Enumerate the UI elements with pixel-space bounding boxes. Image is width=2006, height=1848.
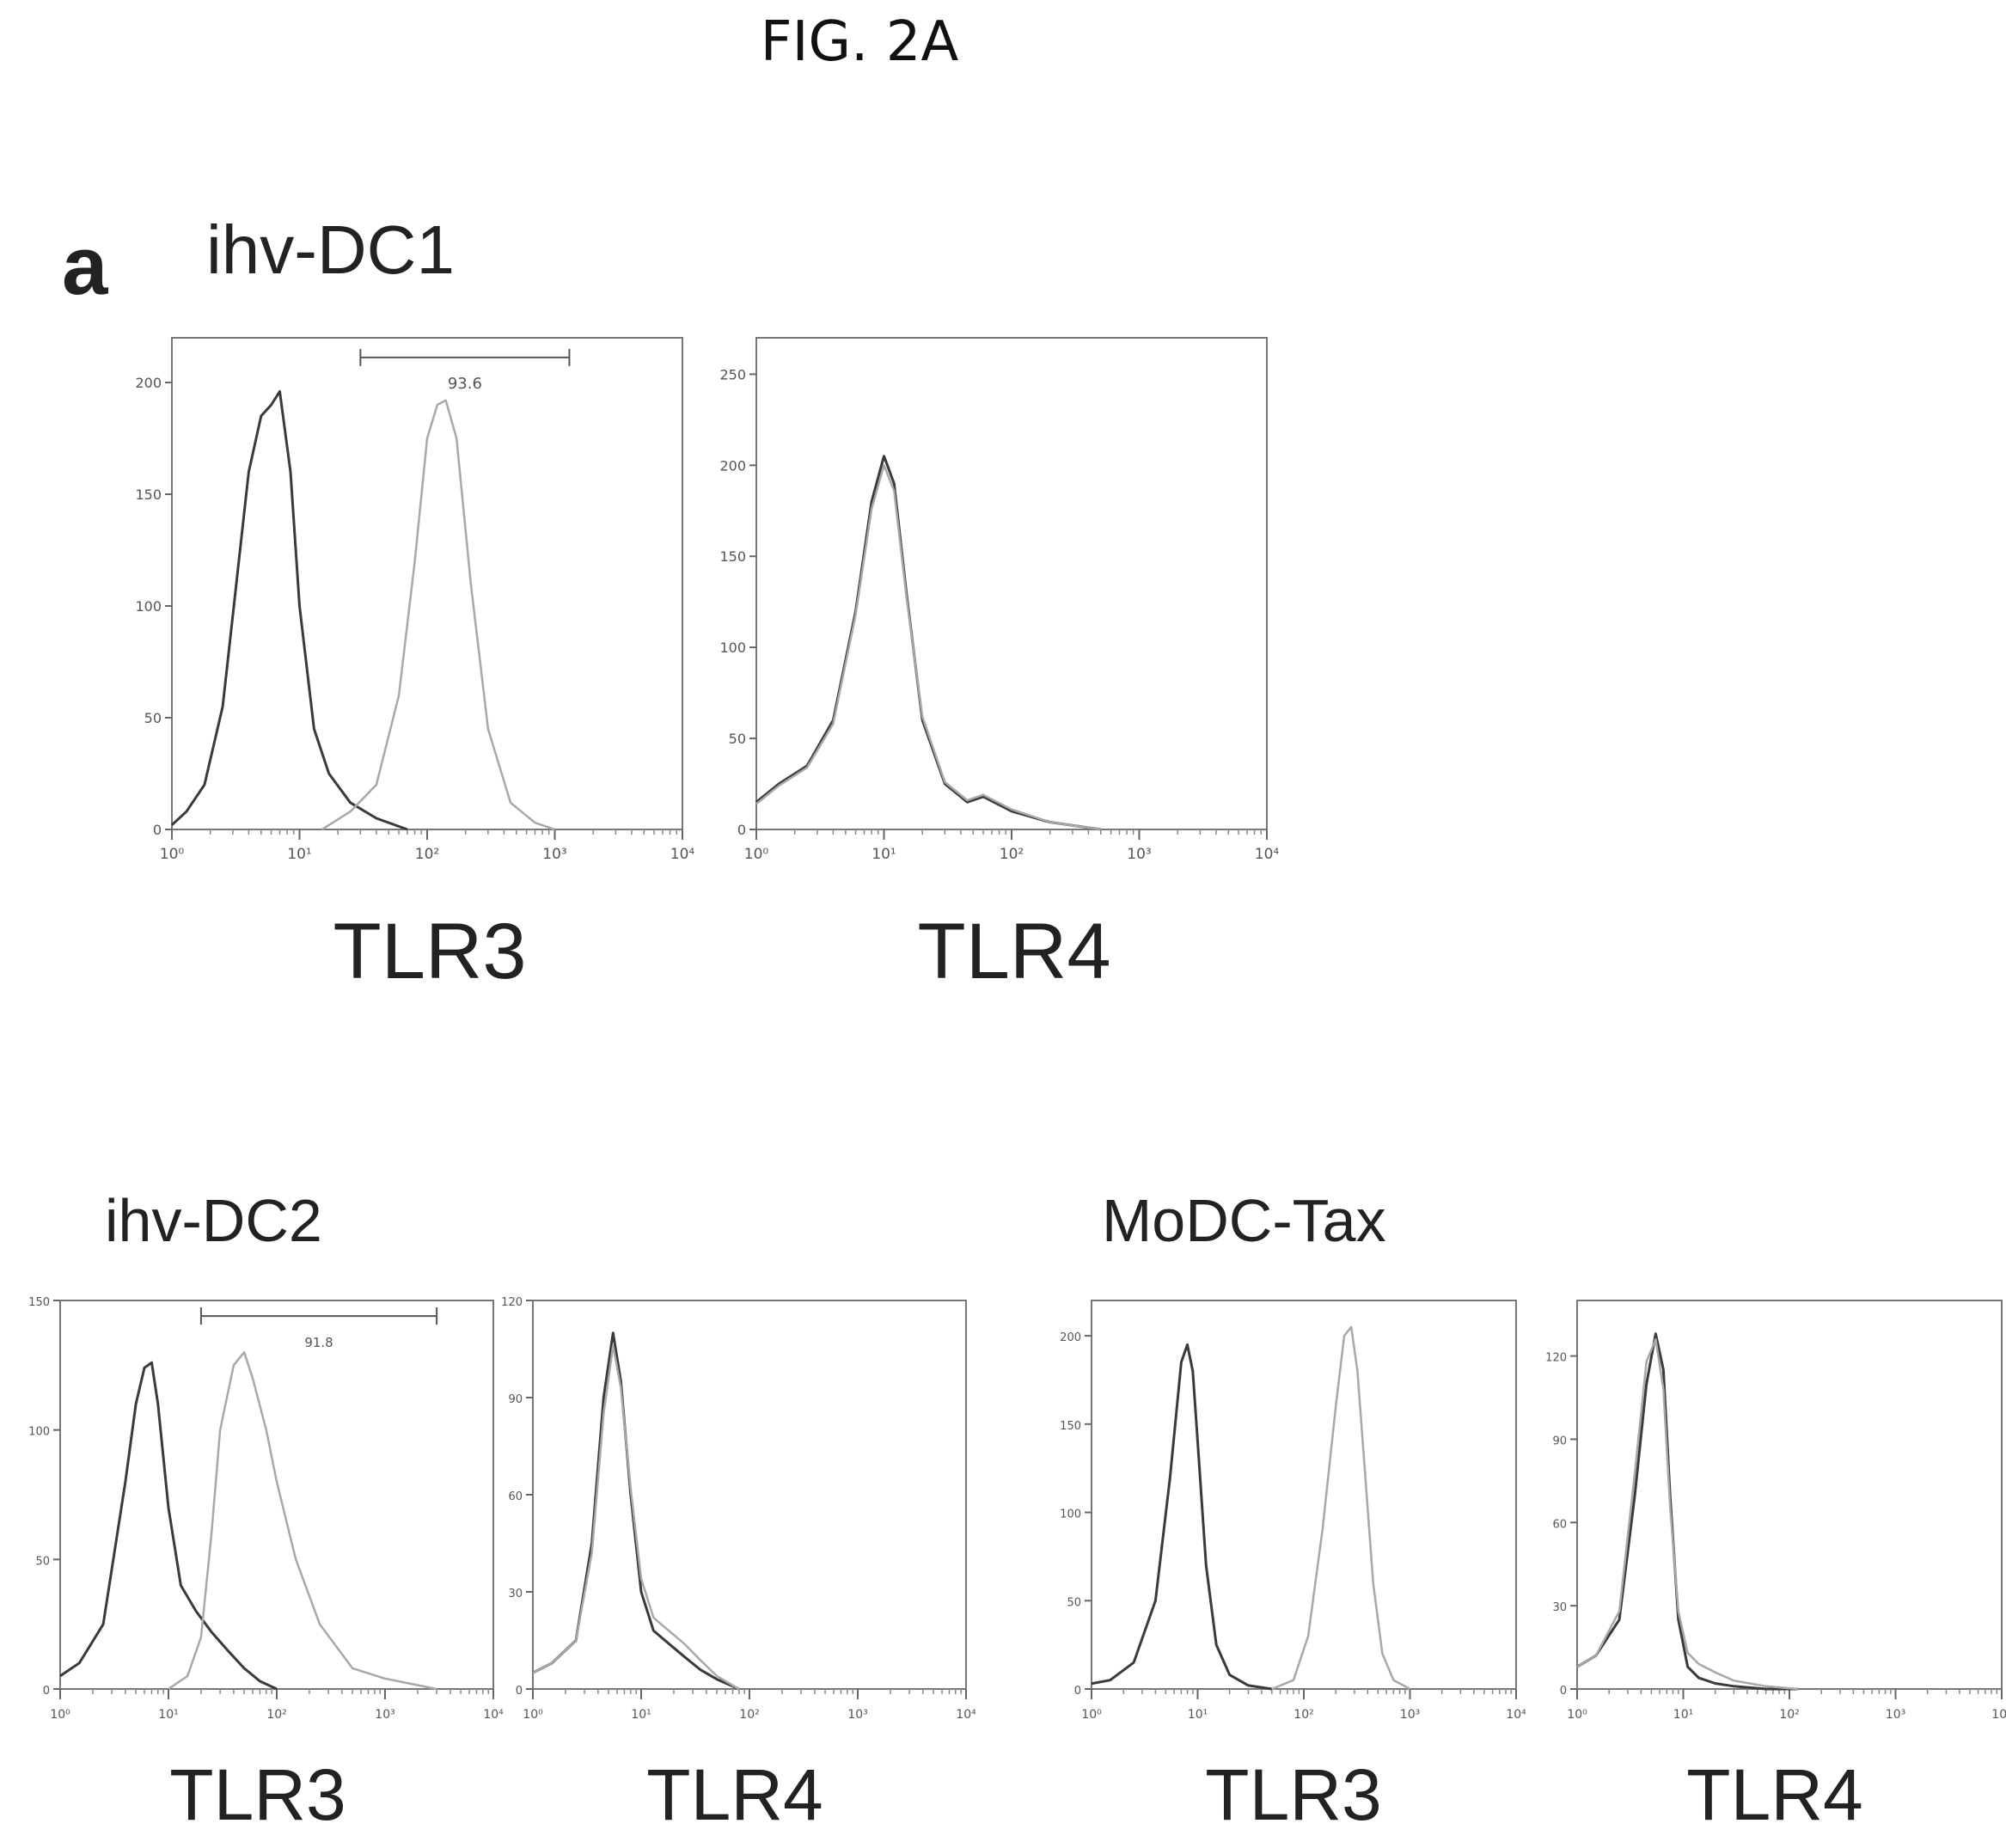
series-stained — [1271, 1325, 1411, 1691]
series-stained — [321, 399, 555, 831]
x-tick-label: 10² — [266, 1708, 286, 1722]
xlabel-dc1-tlr3: TLR3 — [333, 908, 527, 995]
group-label-modc-tax: MoDC-Tax — [1102, 1187, 1386, 1254]
y-tick-label: 0 — [43, 1685, 50, 1698]
panel-letter: a — [62, 220, 108, 312]
y-tick-label: 150 — [28, 1296, 50, 1309]
histogram-modc-tlr4: 0 30 60 90 120 10⁰ 10¹ 10² 10³ 10⁴ — [1545, 1300, 2006, 1722]
y-tick-label: 100 — [719, 639, 746, 656]
y-tick-label: 150 — [1060, 1420, 1081, 1433]
y-tick-label: 100 — [1060, 1508, 1081, 1521]
x-tick-label: 10¹ — [1188, 1708, 1208, 1722]
y-tick-label: 150 — [135, 486, 162, 503]
x-tick-label: 10⁴ — [1255, 846, 1280, 863]
series-stained — [755, 464, 1101, 831]
series-isotype — [170, 389, 408, 831]
x-tick-label: 10³ — [542, 846, 566, 863]
histogram-dc1-tlr4: 0 50 100 150 200 250 10⁰ 10¹ 10² 10³ 10⁴ — [719, 337, 1279, 863]
plot-frame — [1091, 1300, 1517, 1690]
plot-frame — [171, 337, 683, 830]
x-tick-label: 10¹ — [287, 846, 311, 863]
figure-title: FIG. 2A — [760, 10, 959, 74]
xlabel-modc-tlr4: TLR4 — [1686, 1754, 1863, 1835]
y-tick-label: 200 — [1060, 1331, 1081, 1344]
x-tick-label: 10¹ — [872, 846, 896, 863]
y-tick-label: 50 — [729, 731, 746, 747]
group-label-ihv-dc2: ihv-DC2 — [105, 1187, 322, 1254]
plot-frame — [1576, 1300, 2003, 1690]
x-tick-label: 10³ — [847, 1708, 867, 1722]
y-tick-label: 100 — [135, 598, 162, 615]
x-tick-label: 10² — [739, 1708, 759, 1722]
y-tick-label: 100 — [28, 1426, 50, 1439]
y-tick-label: 0 — [1074, 1685, 1081, 1698]
y-tick-label: 90 — [1552, 1435, 1567, 1447]
x-tick-label: 10¹ — [1673, 1708, 1693, 1722]
gate-label: 91.8 — [304, 1335, 333, 1350]
y-tick-label: 0 — [737, 822, 746, 838]
y-tick-label: 150 — [719, 548, 746, 565]
x-tick-label: 10⁰ — [160, 846, 185, 863]
y-tick-label: 0 — [153, 822, 162, 838]
x-tick-label: 10⁰ — [523, 1708, 543, 1722]
group-label-ihv-dc1: ihv-DC1 — [206, 211, 455, 288]
xlabel-dc2-tlr3: TLR3 — [169, 1754, 346, 1835]
histogram-dc2-tlr4: 0 30 60 90 120 10⁰ 10¹ 10² 10³ 10⁴ — [501, 1296, 976, 1722]
xlabel-modc-tlr3: TLR3 — [1205, 1754, 1382, 1835]
series-isotype — [1091, 1343, 1273, 1691]
series-isotype — [755, 455, 1102, 831]
series-isotype — [1576, 1332, 1798, 1691]
x-tick-label: 10⁴ — [483, 1708, 504, 1722]
y-tick-label: 0 — [516, 1685, 523, 1698]
x-tick-label: 10¹ — [158, 1708, 178, 1722]
plot-frame — [532, 1300, 967, 1690]
y-tick-label: 30 — [1552, 1601, 1567, 1614]
x-tick-label: 10⁴ — [670, 846, 695, 863]
x-tick-label: 10² — [1779, 1708, 1799, 1722]
x-tick-label: 10³ — [375, 1708, 394, 1722]
x-tick-label: 10⁰ — [744, 846, 769, 863]
series-stained — [1576, 1337, 1798, 1691]
series-isotype — [59, 1361, 278, 1691]
x-tick-label: 10¹ — [631, 1708, 651, 1722]
plot-frame — [59, 1300, 494, 1690]
y-tick-label: 250 — [719, 366, 746, 382]
series-stained — [532, 1344, 740, 1691]
y-tick-label: 0 — [1560, 1685, 1567, 1698]
xlabel-dc2-tlr4: TLR4 — [646, 1754, 823, 1835]
histogram-dc1-tlr3: 0 50 100 150 200 10⁰ 10¹ 10² 10³ 10⁴ 93.6 — [135, 337, 694, 863]
x-tick-label: 10³ — [1127, 846, 1151, 863]
x-tick-label: 10³ — [1886, 1708, 1905, 1722]
gate-label: 93.6 — [448, 375, 482, 393]
x-tick-label: 10⁴ — [956, 1708, 976, 1722]
x-tick-label: 10³ — [1400, 1708, 1420, 1722]
y-tick-label: 200 — [135, 375, 162, 391]
y-tick-label: 120 — [1545, 1352, 1567, 1365]
y-tick-label: 120 — [501, 1296, 523, 1309]
y-tick-label: 50 — [1067, 1596, 1081, 1609]
x-tick-label: 10⁰ — [1567, 1708, 1587, 1722]
y-tick-label: 30 — [508, 1588, 523, 1600]
series-stained — [168, 1351, 437, 1691]
y-tick-label: 90 — [508, 1393, 523, 1406]
y-tick-label: 60 — [508, 1490, 523, 1503]
x-tick-label: 10² — [1294, 1708, 1313, 1722]
y-tick-label: 60 — [1552, 1518, 1567, 1531]
histogram-modc-tlr3: 0 50 100 150 200 10⁰ 10¹ 10² 10³ 10⁴ — [1060, 1300, 1526, 1722]
plot-frame — [755, 337, 1268, 830]
y-tick-label: 50 — [35, 1555, 50, 1568]
x-tick-label: 10² — [1000, 846, 1024, 863]
series-isotype — [532, 1331, 740, 1691]
xlabel-dc1-tlr4: TLR4 — [917, 908, 1111, 995]
x-tick-label: 10⁴ — [1506, 1708, 1526, 1722]
x-tick-label: 10⁴ — [1991, 1708, 2006, 1722]
x-tick-label: 10⁰ — [1081, 1708, 1102, 1722]
x-tick-label: 10⁰ — [50, 1708, 70, 1722]
y-tick-label: 50 — [144, 710, 162, 726]
x-tick-label: 10² — [415, 846, 439, 863]
y-tick-label: 200 — [719, 457, 746, 474]
histogram-dc2-tlr3: 0 50 100 150 10⁰ 10¹ 10² 10³ 10⁴ 91.8 — [28, 1296, 504, 1722]
